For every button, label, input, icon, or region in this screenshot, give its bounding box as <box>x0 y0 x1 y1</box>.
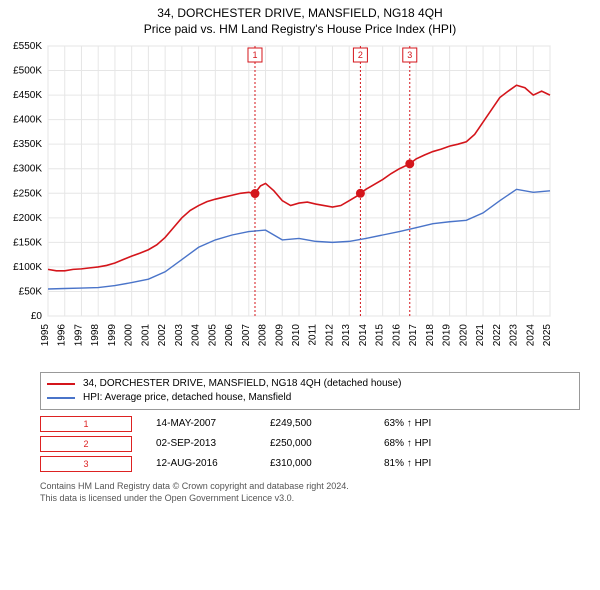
svg-text:2021: 2021 <box>475 324 486 347</box>
chart-subtitle: Price paid vs. HM Land Registry's House … <box>0 20 600 36</box>
svg-text:2017: 2017 <box>408 324 419 347</box>
svg-text:1995: 1995 <box>40 324 51 347</box>
svg-text:2005: 2005 <box>207 324 218 347</box>
sale-row: 2 02-SEP-2013 £250,000 68% ↑ HPI <box>40 434 580 454</box>
svg-text:£150K: £150K <box>13 237 42 248</box>
footer-line: This data is licensed under the Open Gov… <box>40 492 580 504</box>
svg-text:1997: 1997 <box>73 324 84 347</box>
svg-text:£550K: £550K <box>13 41 42 52</box>
svg-text:£250K: £250K <box>13 188 42 199</box>
sale-row: 1 14-MAY-2007 £249,500 63% ↑ HPI <box>40 414 580 434</box>
legend-swatch <box>47 383 75 385</box>
svg-text:2: 2 <box>358 50 363 60</box>
svg-text:2011: 2011 <box>308 324 319 346</box>
sale-delta: 68% ↑ HPI <box>384 434 474 454</box>
sale-price: £250,000 <box>270 434 360 454</box>
sale-row: 3 12-AUG-2016 £310,000 81% ↑ HPI <box>40 454 580 474</box>
legend-label: HPI: Average price, detached house, Mans… <box>83 391 291 405</box>
sale-date: 12-AUG-2016 <box>156 454 246 474</box>
price-chart: £0 £50K £100K £150K £200K £250K £300K £350K £400… <box>0 36 560 366</box>
chart-title: 34, DORCHESTER DRIVE, MANSFIELD, NG18 4Q… <box>0 0 600 20</box>
sales-list: 1 14-MAY-2007 £249,500 63% ↑ HPI 2 02-SE… <box>40 414 580 474</box>
svg-text:2015: 2015 <box>375 324 386 347</box>
svg-text:1: 1 <box>252 50 257 60</box>
svg-text:2000: 2000 <box>124 324 135 347</box>
svg-text:2006: 2006 <box>224 324 235 347</box>
svg-text:£0: £0 <box>31 311 43 322</box>
svg-text:2018: 2018 <box>425 324 436 347</box>
svg-text:2016: 2016 <box>391 324 402 347</box>
footer: Contains HM Land Registry data © Crown c… <box>40 480 580 504</box>
sale-delta: 81% ↑ HPI <box>384 454 474 474</box>
legend-item: HPI: Average price, detached house, Mans… <box>47 391 573 405</box>
svg-text:£500K: £500K <box>13 66 42 77</box>
svg-text:2002: 2002 <box>157 324 168 347</box>
svg-text:1996: 1996 <box>57 324 68 347</box>
sale-price: £249,500 <box>270 414 360 434</box>
svg-text:2023: 2023 <box>509 324 520 347</box>
legend-box: 34, DORCHESTER DRIVE, MANSFIELD, NG18 4Q… <box>40 372 580 410</box>
svg-text:2001: 2001 <box>140 324 151 347</box>
svg-text:2008: 2008 <box>258 324 269 347</box>
svg-text:1999: 1999 <box>107 324 118 347</box>
sale-price: £310,000 <box>270 454 360 474</box>
svg-text:£100K: £100K <box>13 262 42 273</box>
svg-text:2019: 2019 <box>442 324 453 347</box>
legend-label: 34, DORCHESTER DRIVE, MANSFIELD, NG18 4Q… <box>83 377 401 391</box>
svg-text:£50K: £50K <box>19 286 43 297</box>
svg-text:3: 3 <box>407 50 412 60</box>
sale-badge: 2 <box>40 436 132 452</box>
svg-text:2022: 2022 <box>492 324 503 347</box>
sale-badge: 1 <box>40 416 132 432</box>
legend-item: 34, DORCHESTER DRIVE, MANSFIELD, NG18 4Q… <box>47 377 573 391</box>
svg-text:2004: 2004 <box>191 324 202 347</box>
sale-delta: 63% ↑ HPI <box>384 414 474 434</box>
svg-text:£200K: £200K <box>13 213 42 224</box>
svg-text:£400K: £400K <box>13 115 42 126</box>
svg-text:2025: 2025 <box>542 324 553 347</box>
sale-badge: 3 <box>40 456 132 472</box>
svg-text:2003: 2003 <box>174 324 185 347</box>
svg-text:£450K: £450K <box>13 90 42 101</box>
svg-text:1998: 1998 <box>90 324 101 347</box>
sale-date: 02-SEP-2013 <box>156 434 246 454</box>
legend-swatch <box>47 397 75 399</box>
svg-text:2007: 2007 <box>241 324 252 347</box>
svg-text:2014: 2014 <box>358 324 369 347</box>
svg-text:2024: 2024 <box>525 324 536 347</box>
svg-text:2009: 2009 <box>274 324 285 347</box>
svg-text:2012: 2012 <box>324 324 335 347</box>
svg-text:2010: 2010 <box>291 324 302 347</box>
footer-line: Contains HM Land Registry data © Crown c… <box>40 480 580 492</box>
svg-text:£300K: £300K <box>13 164 42 175</box>
svg-text:2013: 2013 <box>341 324 352 347</box>
sale-date: 14-MAY-2007 <box>156 414 246 434</box>
svg-text:£350K: £350K <box>13 139 42 150</box>
svg-text:2020: 2020 <box>458 324 469 347</box>
